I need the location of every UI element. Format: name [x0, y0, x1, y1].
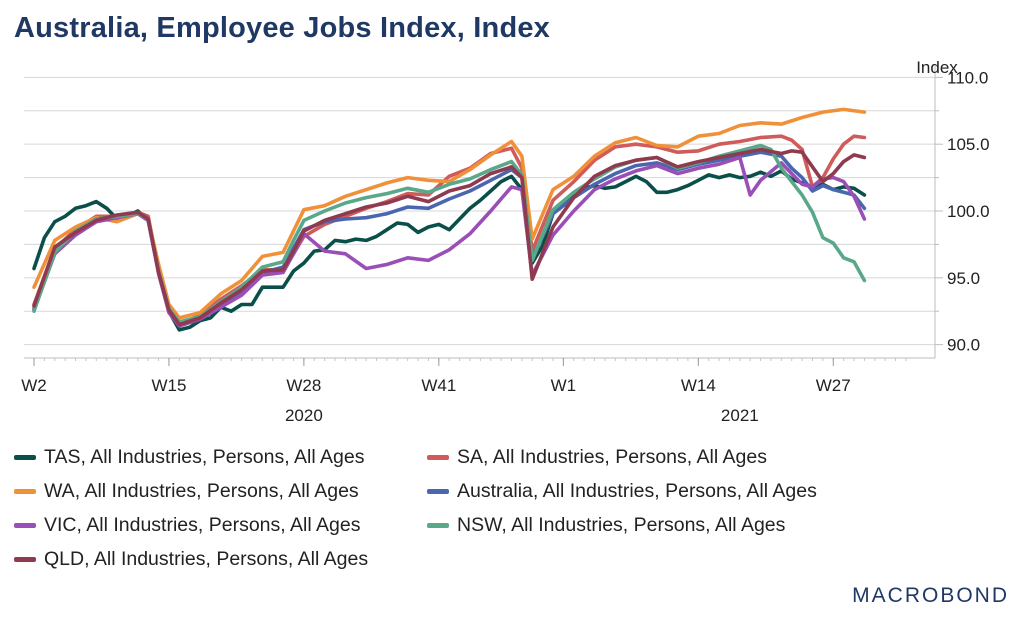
legend-label: Australia, All Industries, Persons, All … [457, 480, 817, 502]
x-tick-label: W2 [21, 376, 47, 395]
macrobond-logo: MACROBOND [852, 584, 1009, 607]
legend-swatch [14, 523, 36, 528]
legend-item: Australia, All Industries, Persons, All … [427, 480, 817, 503]
legend-item: WA, All Industries, Persons, All Ages [14, 480, 359, 503]
legend-swatch [427, 523, 449, 528]
legend-label: SA, All Industries, Persons, All Ages [457, 446, 767, 468]
y-tick-label: 100.0 [947, 202, 990, 221]
year-label: 2020 [285, 406, 323, 425]
axes [24, 64, 943, 366]
x-tick-label: W28 [286, 376, 321, 395]
legend-swatch [14, 557, 36, 562]
legend-label: NSW, All Industries, Persons, All Ages [457, 514, 786, 536]
y-tick-label: 110.0 [947, 68, 988, 87]
y-axis-label: Index [916, 58, 958, 77]
legend-item: TAS, All Industries, Persons, All Ages [14, 446, 364, 469]
legend-label: QLD, All Industries, Persons, All Ages [44, 548, 369, 570]
axis-labels: 110.0 105.0 100.0 95.0 90.0 Index W2 W15 W28 W41 W… [21, 58, 989, 425]
series-line-5 [32, 143, 867, 324]
x-tick-label: W27 [816, 376, 851, 395]
legend-item: VIC, All Industries, Persons, All Ages [14, 514, 361, 537]
legend-item: QLD, All Industries, Persons, All Ages [14, 548, 368, 571]
legend-label: TAS, All Industries, Persons, All Ages [44, 446, 365, 468]
legend-item: NSW, All Industries, Persons, All Ages [427, 514, 785, 537]
y-tick-label: 95.0 [947, 269, 980, 288]
legend-label: VIC, All Industries, Persons, All Ages [44, 514, 361, 536]
grid-lines [24, 76, 935, 346]
x-tick-label: W1 [551, 376, 577, 395]
x-tick-label: W15 [151, 376, 186, 395]
legend-swatch [427, 489, 449, 494]
series-line-6 [32, 147, 867, 327]
legend-swatch [14, 489, 36, 494]
legend-swatch [427, 455, 449, 460]
y-tick-label: 105.0 [947, 135, 990, 154]
year-label: 2021 [721, 406, 759, 425]
series-lines [32, 107, 867, 332]
legend-item: SA, All Industries, Persons, All Ages [427, 446, 767, 469]
y-tick-label: 90.0 [947, 336, 980, 355]
x-tick-label: W41 [421, 376, 456, 395]
chart-title: Australia, Employee Jobs Index, Index [14, 12, 551, 44]
legend-label: WA, All Industries, Persons, All Ages [44, 480, 359, 502]
legend-swatch [14, 455, 36, 460]
x-tick-label: W14 [681, 376, 716, 395]
